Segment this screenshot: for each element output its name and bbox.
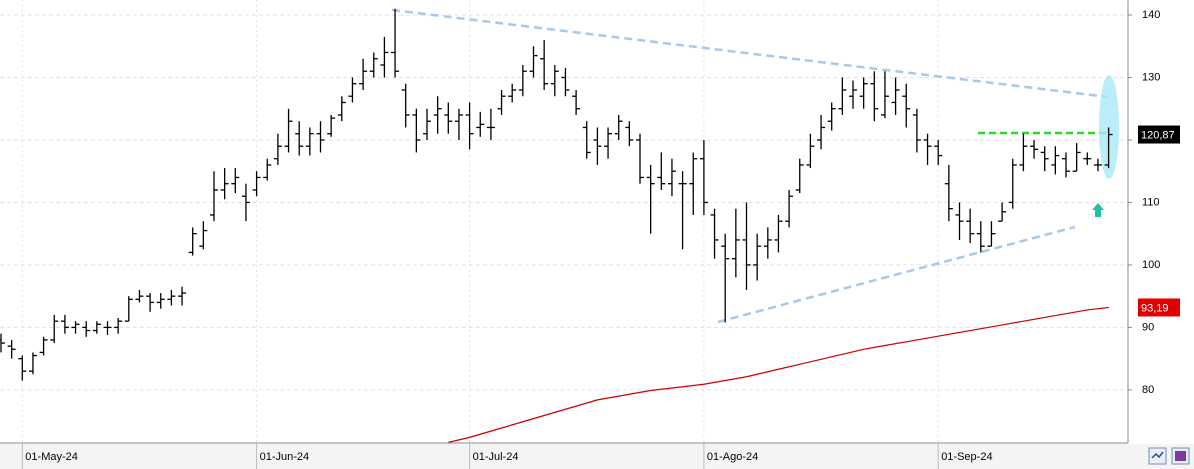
y-tick-label: 100 [1142,259,1160,271]
price-badge-label: 120,87 [1141,129,1175,141]
support-trendline [717,225,1076,324]
price-bars [0,8,1113,381]
y-tick-label: 130 [1142,71,1160,83]
x-tick-label: 01-Jul-24 [473,451,519,463]
moving-average-line [448,306,1109,443]
y-tick-label: 110 [1142,196,1160,208]
y-tick-label: 140 [1142,9,1160,21]
price-badge [1138,298,1180,317]
x-tick-label: 01-May-24 [25,451,78,463]
moving-average-layer [448,306,1109,443]
x-tick-label: 01-Ago-24 [707,451,758,463]
y-tick-label: 80 [1142,384,1154,396]
up-arrow [1092,203,1104,217]
axes: 809010011012013014001-May-2401-Jun-2401-… [21,9,1180,469]
save-icon [1175,451,1186,461]
price-badge [1138,125,1180,144]
x-tick-label: 01-Jun-24 [260,451,310,463]
price-badge-label: 93,19 [1141,302,1169,314]
highlight-ellipse [1099,75,1119,179]
resistance-trendline [391,8,1109,99]
y-tick-label: 90 [1142,321,1154,333]
x-tick-label: 01-Sep-24 [941,451,992,463]
x-axis-band [0,444,1194,469]
zoom-icon [1151,451,1164,459]
